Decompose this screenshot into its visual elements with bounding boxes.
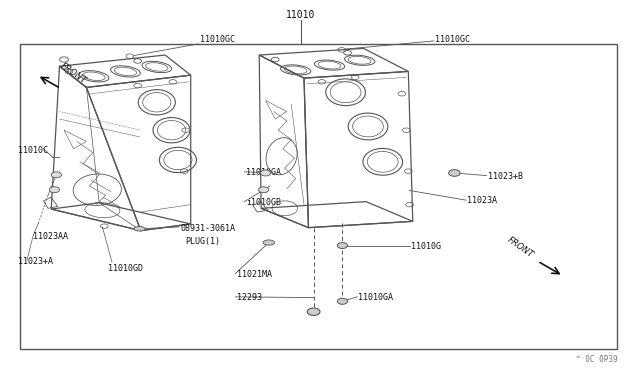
- Text: 11010GC: 11010GC: [435, 35, 470, 44]
- Text: FRONT: FRONT: [59, 61, 88, 86]
- Ellipse shape: [263, 240, 275, 245]
- Text: 12293: 12293: [237, 293, 262, 302]
- Text: 11010GA: 11010GA: [358, 293, 394, 302]
- Text: PLUG(1): PLUG(1): [186, 237, 221, 246]
- Circle shape: [259, 187, 269, 193]
- Circle shape: [51, 172, 61, 178]
- Bar: [20, 44, 617, 349]
- Circle shape: [307, 308, 320, 315]
- Text: 11023A: 11023A: [467, 196, 497, 205]
- Text: 11023+B: 11023+B: [488, 172, 523, 181]
- Text: 11010GC: 11010GC: [200, 35, 236, 44]
- Circle shape: [260, 170, 271, 176]
- Circle shape: [337, 298, 348, 304]
- Text: 11023+A: 11023+A: [18, 257, 53, 266]
- Circle shape: [337, 243, 348, 248]
- Text: 11010: 11010: [286, 10, 316, 20]
- Text: 11010GA: 11010GA: [246, 169, 282, 177]
- Text: 08931-3061A: 08931-3061A: [180, 224, 236, 233]
- Text: FRONT: FRONT: [506, 235, 535, 260]
- Text: 11023AA: 11023AA: [33, 232, 68, 241]
- Circle shape: [49, 187, 60, 193]
- Text: i1010GB: i1010GB: [246, 198, 282, 207]
- Text: 11010G: 11010G: [411, 242, 441, 251]
- Text: 11021MA: 11021MA: [237, 270, 272, 279]
- Ellipse shape: [134, 227, 145, 231]
- Circle shape: [449, 170, 460, 176]
- Text: ^ 0C 0P39: ^ 0C 0P39: [576, 355, 618, 364]
- Text: 11010C: 11010C: [18, 146, 48, 155]
- Text: 11010GD: 11010GD: [108, 264, 143, 273]
